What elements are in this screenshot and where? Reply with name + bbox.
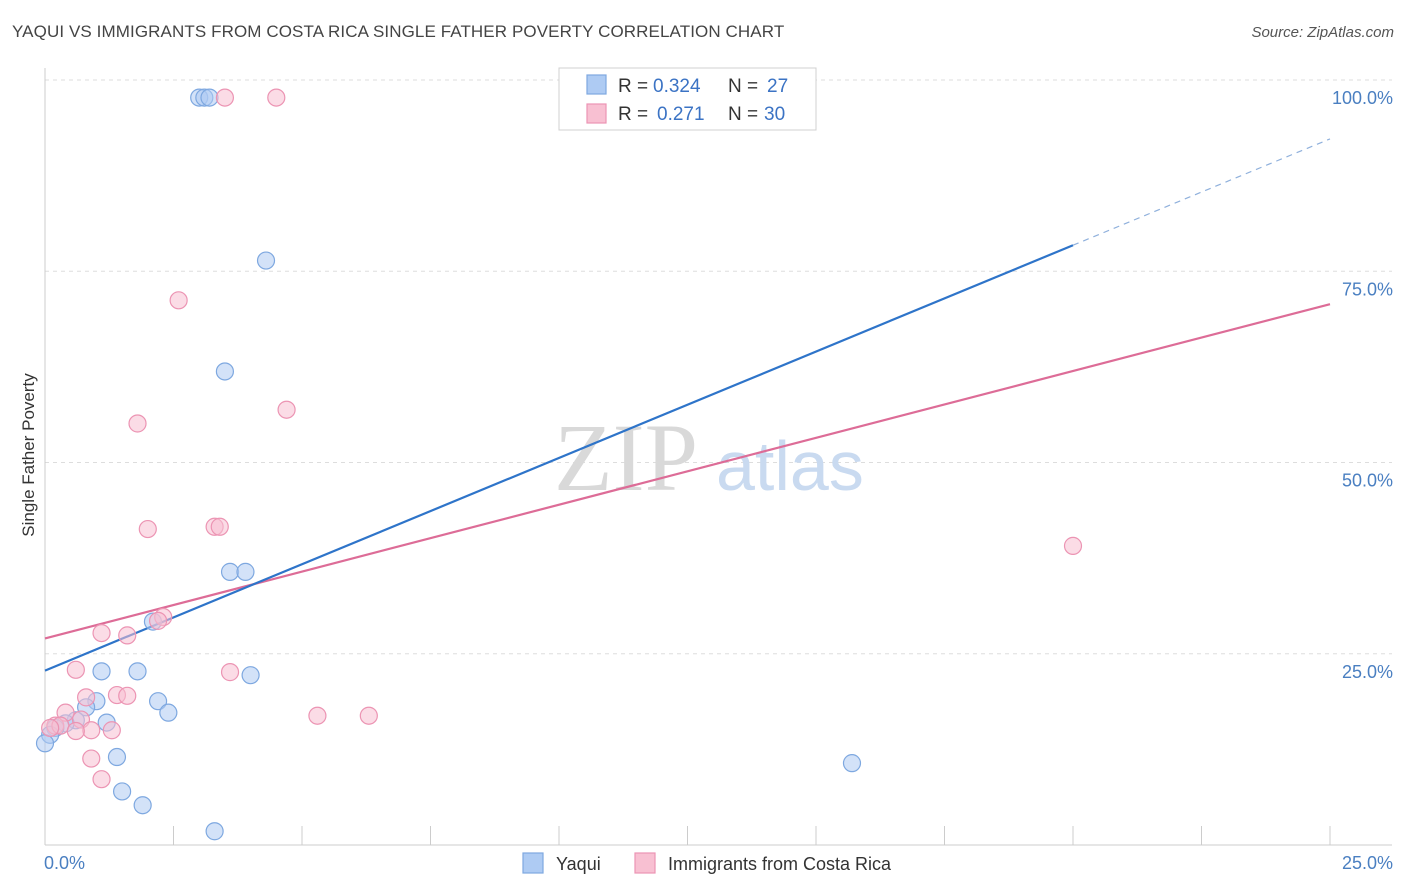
point-costa-rica-17: [77, 688, 96, 707]
legend-n-value-costa-rica: 30: [764, 104, 785, 125]
tick-layer: 25.0% 50.0% 75.0% 100.0% 0.0% 25.0%: [44, 88, 1393, 873]
y-tick-label-1: 50.0%: [1342, 471, 1393, 491]
top-legend: R = 0.324 N = 27 R = 0.271 N = 30: [558, 67, 817, 131]
points-layer: [35, 88, 1083, 841]
point-costa-rica-16: [118, 686, 137, 705]
point-costa-rica-12: [118, 626, 137, 645]
chart-source: Source: ZipAtlas.com: [1251, 24, 1394, 41]
trend-line-costa-rica: [44, 303, 1331, 640]
point-costa-rica-3: [277, 400, 296, 419]
x-tick-label-1: 25.0%: [1342, 853, 1393, 873]
watermark-atlas: atlas: [716, 427, 864, 505]
point-yaqui-23: [112, 782, 132, 801]
point-costa-rica-7: [210, 517, 229, 536]
point-yaqui-2: [200, 88, 219, 107]
point-costa-rica-1: [267, 88, 286, 107]
bottom-legend: Yaqui Immigrants from Costa Rica: [522, 852, 892, 874]
point-yaqui-7: [236, 562, 255, 581]
legend-r-value-yaqui: 0.324: [653, 76, 701, 97]
legend-r-label-yaqui: R =: [618, 76, 648, 97]
watermark-zip: ZIP: [554, 404, 698, 511]
x-tick-label-0: 0.0%: [44, 853, 85, 873]
point-costa-rica-14: [220, 663, 240, 682]
legend-n-value-yaqui: 27: [767, 76, 788, 97]
axes-layer: [44, 68, 1392, 846]
legend-r-label-costa-rica: R =: [618, 104, 648, 125]
y-tick-label-0: 25.0%: [1342, 662, 1393, 682]
point-yaqui-10: [128, 662, 147, 681]
point-costa-rica-8: [1063, 536, 1083, 555]
trend-line-yaqui-extension: [1072, 138, 1331, 246]
point-costa-rica-13: [66, 660, 85, 679]
point-yaqui-4: [256, 251, 276, 270]
legend-r-value-costa-rica: 0.271: [657, 104, 705, 125]
watermark: ZIP atlas: [554, 404, 864, 511]
point-costa-rica-2: [169, 291, 188, 310]
point-costa-rica-28: [82, 749, 101, 768]
point-costa-rica-0: [215, 88, 234, 107]
trend-line-yaqui: [44, 244, 1074, 672]
point-yaqui-21: [107, 747, 127, 767]
point-yaqui-24: [133, 796, 152, 815]
point-costa-rica-5: [138, 519, 157, 539]
point-costa-rica-4: [128, 414, 147, 433]
point-costa-rica-29: [92, 770, 111, 789]
grid-layer: [45, 79, 1392, 655]
point-yaqui-15: [159, 703, 178, 722]
point-yaqui-26: [35, 734, 55, 753]
point-yaqui-6: [220, 562, 240, 581]
point-yaqui-9: [92, 662, 111, 681]
bottom-legend-label-costa-rica: Immigrants from Costa Rica: [668, 854, 892, 874]
point-costa-rica-24: [82, 721, 101, 740]
point-costa-rica-11: [92, 623, 111, 643]
y-tick-label-2: 75.0%: [1342, 279, 1393, 299]
point-yaqui-11: [241, 666, 260, 685]
y-axis-title: Single Father Poverty: [19, 373, 38, 537]
point-costa-rica-19: [308, 706, 327, 725]
bottom-legend-label-yaqui: Yaqui: [556, 854, 601, 874]
point-costa-rica-20: [359, 706, 378, 725]
chart-title: YAQUI VS IMMIGRANTS FROM COSTA RICA SING…: [12, 22, 785, 41]
legend-n-label-yaqui: N =: [728, 76, 758, 97]
point-yaqui-25: [205, 822, 224, 841]
bottom-legend-swatch-yaqui: [522, 852, 544, 874]
point-yaqui-5: [215, 362, 234, 381]
point-costa-rica-25: [102, 721, 121, 740]
legend-swatch-yaqui: [586, 74, 607, 95]
point-costa-rica-26: [66, 721, 85, 741]
y-tick-label-3: 100.0%: [1332, 88, 1393, 108]
legend-n-label-costa-rica: N =: [728, 104, 758, 125]
trend-layer: [44, 138, 1331, 672]
point-yaqui-13: [148, 692, 168, 711]
legend-swatch-costa-rica: [586, 103, 607, 124]
point-costa-rica-27: [41, 718, 60, 738]
point-costa-rica-10: [148, 611, 168, 630]
bottom-legend-swatch-costa-rica: [634, 852, 656, 874]
point-yaqui-22: [842, 754, 862, 773]
